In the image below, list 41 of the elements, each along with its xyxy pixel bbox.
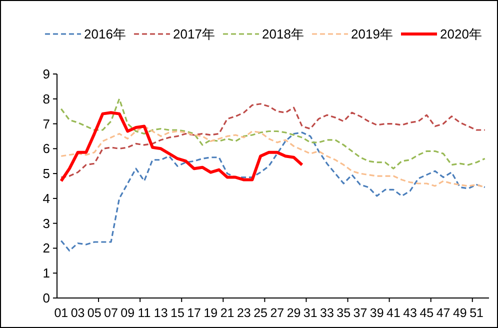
y-tick-label: 0 xyxy=(42,290,50,306)
y-tick-label: 2 xyxy=(42,240,50,256)
x-tick-label: 23 xyxy=(236,306,251,320)
y-tick-label: 5 xyxy=(42,166,50,182)
legend-label: 2020年 xyxy=(440,26,482,42)
x-tick-label: 41 xyxy=(386,306,400,320)
x-tick-label: 21 xyxy=(220,306,234,320)
y-tick-label: 8 xyxy=(42,91,50,106)
x-tick-label: 45 xyxy=(420,306,434,320)
y-tick-label: 6 xyxy=(42,141,50,156)
legend-label: 2019年 xyxy=(351,26,393,42)
x-tick-label: 29 xyxy=(286,306,301,320)
x-tick-label: 27 xyxy=(270,306,284,320)
x-tick-label: 09 xyxy=(120,306,135,320)
x-tick-label: 33 xyxy=(320,306,334,320)
x-tick-label: 13 xyxy=(154,306,168,320)
x-tick-label: 51 xyxy=(470,306,484,320)
legend-label: 2018年 xyxy=(262,26,304,42)
x-tick-label: 17 xyxy=(187,306,202,320)
x-tick-label: 49 xyxy=(452,306,467,320)
x-tick-label: 15 xyxy=(170,306,184,320)
x-tick-label: 03 xyxy=(70,306,85,320)
legend-label: 2017年 xyxy=(173,26,215,42)
x-tick-label: 43 xyxy=(403,306,418,320)
legend-label: 2016年 xyxy=(84,26,126,42)
y-tick-label: 7 xyxy=(42,116,50,132)
y-tick-label: 3 xyxy=(42,216,50,231)
x-tick-label: 37 xyxy=(353,306,368,320)
x-tick-label: 35 xyxy=(336,306,351,320)
x-tick-label: 07 xyxy=(104,306,118,320)
x-tick-label: 31 xyxy=(303,306,318,320)
x-tick-label: 39 xyxy=(370,306,384,320)
x-tick-label: 01 xyxy=(54,306,68,320)
x-tick-label: 11 xyxy=(138,306,151,320)
x-tick-label: 05 xyxy=(87,306,102,320)
x-tick-label: 47 xyxy=(436,306,450,320)
y-tick-label: 1 xyxy=(42,266,50,281)
y-tick-label: 4 xyxy=(42,190,50,206)
x-tick-label: 25 xyxy=(254,306,268,320)
y-tick-label: 9 xyxy=(42,66,50,82)
x-tick-label: 19 xyxy=(204,306,218,320)
